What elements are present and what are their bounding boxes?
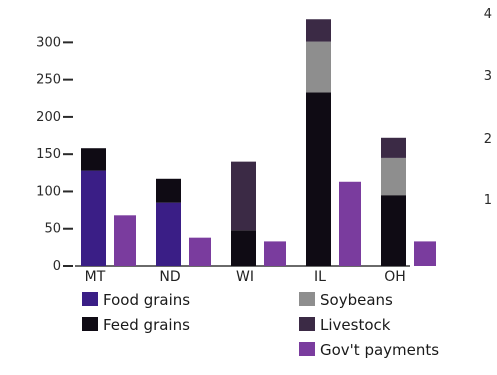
bar-segment-soybeans	[381, 157, 406, 196]
x-tick-label: MT	[85, 269, 106, 285]
y-tick-label: 300	[36, 35, 61, 50]
bar-govt-payments	[339, 181, 361, 266]
legend-swatch	[82, 317, 98, 331]
x-tick-label: IL	[314, 269, 326, 285]
x-tick-label: OH	[384, 269, 406, 285]
bar-govt-payments	[264, 241, 286, 266]
legend-label: Food grains	[103, 291, 190, 309]
bar-segment-feed-grains	[231, 230, 256, 266]
y-tick-label: 250	[36, 73, 61, 88]
bar-segment-feed-grains	[306, 92, 331, 267]
bar-segment-food-grains	[81, 170, 106, 266]
bar-segment-feed-grains	[156, 178, 181, 203]
bar-segment-livestock	[381, 137, 406, 158]
y-tick-label: 150	[36, 147, 61, 162]
legend-label: Feed grains	[103, 316, 190, 334]
legend-swatch	[299, 317, 315, 331]
y-tick-label: 50	[44, 222, 61, 237]
y-tick-label: 100	[36, 184, 61, 199]
bar-segment-livestock	[231, 161, 256, 231]
legend-label: Soybeans	[320, 291, 393, 309]
bar-segment-soybeans	[306, 41, 331, 93]
y-tick-label: 0	[53, 259, 61, 274]
legend-swatch	[82, 292, 98, 306]
edge-axis-label: 4	[484, 7, 492, 22]
legend-label: Livestock	[320, 316, 391, 334]
bar-segment-feed-grains	[381, 195, 406, 266]
edge-axis-label: 2	[484, 132, 492, 147]
y-tick-label: 200	[36, 110, 61, 125]
bar-govt-payments	[114, 215, 136, 266]
legend-swatch	[299, 292, 315, 306]
edge-axis-label: 1	[484, 193, 492, 208]
bar-segment-livestock	[306, 19, 331, 42]
legend-label: Gov't payments	[320, 341, 439, 359]
edge-axis-label: 3	[484, 69, 492, 84]
bar-segment-food-grains	[156, 202, 181, 266]
bar-segment-feed-grains	[81, 148, 106, 171]
bar-govt-payments	[189, 237, 211, 266]
bar-govt-payments	[414, 241, 436, 266]
legend-swatch	[299, 342, 315, 356]
x-tick-label: WI	[236, 269, 254, 285]
x-tick-label: ND	[159, 269, 180, 285]
